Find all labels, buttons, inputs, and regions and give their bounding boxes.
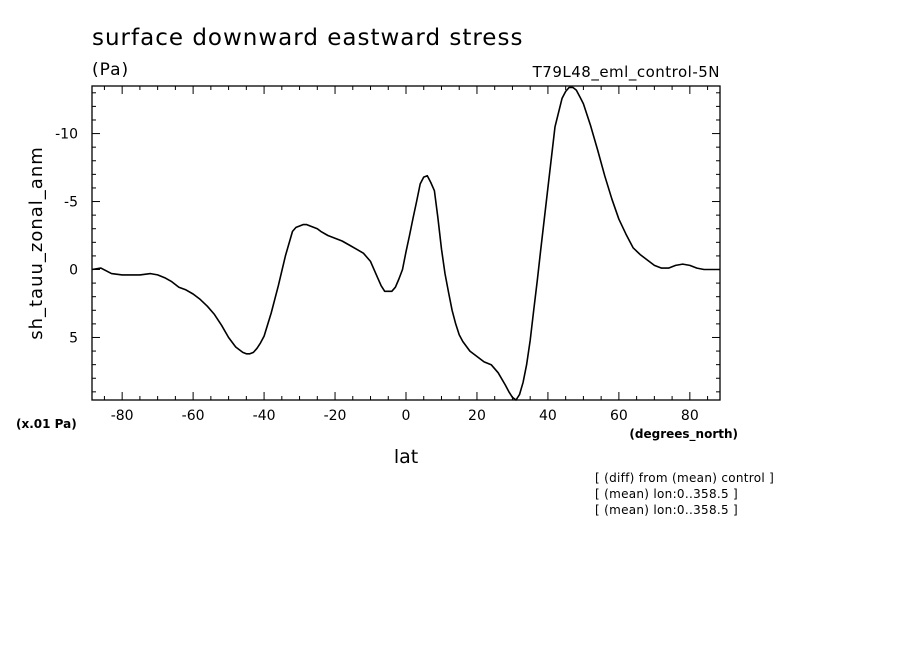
note-line-1: [ (diff) from (mean) control ] [595,471,774,485]
x-tick-label: 80 [681,408,699,424]
x-tick-label: 20 [468,408,486,424]
y-axis-tick-labels: -10 -5 0 5 [55,127,78,347]
plot-area: -80 -60 -40 -20 0 20 40 60 80 -10 -5 0 5 [55,85,721,424]
note-line-2: [ (mean) lon:0..358.5 ] [595,487,738,501]
y-axis-label: sh_tauu_zonal_anm [26,146,47,340]
series-line [91,86,720,401]
series-group [91,86,720,401]
x-tick-label: 40 [539,408,557,424]
y-tick-label: -10 [55,127,78,143]
x-axis-tick-labels: -80 -60 -40 -20 0 20 40 60 80 [111,408,699,424]
chart-subtitle: (Pa) [92,60,129,80]
y-tick-label: 0 [69,263,78,279]
x-tick-label: 0 [402,408,411,424]
chart-title: surface downward eastward stress [92,25,523,51]
x-tick-label: 60 [610,408,628,424]
y-scale-note: (x.01 Pa) [16,417,77,431]
x-tick-label: -40 [253,408,276,424]
run-label: T79L48_eml_control-5N [532,63,720,82]
y-tick-label: -5 [64,195,78,211]
plot-frame [91,85,721,401]
x-units-label: (degrees_north) [629,427,738,442]
x-axis-ticks [103,86,709,400]
y-axis-ticks [92,92,720,393]
y-tick-label: 5 [69,330,78,346]
x-tick-label: -20 [324,408,347,424]
x-axis-label: lat [394,446,418,468]
note-line-3: [ (mean) lon:0..358.5 ] [595,503,738,517]
x-tick-label: -80 [111,408,134,424]
x-tick-label: -60 [182,408,205,424]
